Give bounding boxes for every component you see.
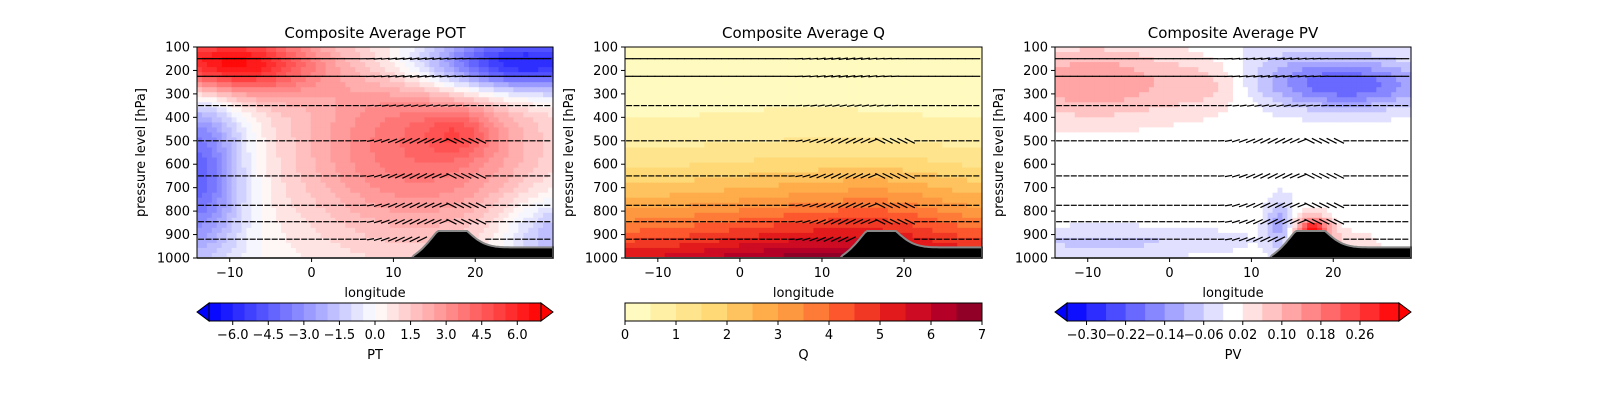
contour-field: [197, 47, 554, 259]
x-tick-label: 10: [385, 266, 402, 281]
panel-pv: 100 200 300 400 500 600 700 800 900 1000 −10 0 10 20 C…: [992, 24, 1412, 363]
x-tick-label: −10: [1074, 266, 1101, 281]
contour-field: [1055, 47, 1412, 259]
chart-title: Composite Average Q: [722, 24, 885, 42]
colorbar-extend-low: [1054, 302, 1068, 322]
x-tick-label: 0: [307, 266, 315, 281]
y-tick-label: 100: [593, 41, 618, 56]
colorbar-extend-high: [540, 302, 554, 322]
x-tick-label: 20: [467, 266, 484, 281]
y-tick-label: 800: [593, 205, 618, 220]
y-tick-label: 1000: [1015, 252, 1048, 267]
y-tick-label: 1000: [157, 252, 190, 267]
colorbar-tick-label: 3.0: [436, 328, 457, 343]
y-tick-label: 300: [1023, 87, 1048, 102]
colorbar-tick-label: 0.02: [1228, 328, 1257, 343]
wind-vectors: [197, 57, 552, 243]
colorbar-tick-label: 0.18: [1306, 328, 1335, 343]
wind-vectors: [625, 57, 981, 243]
colorbar-tick-label: 2: [723, 328, 731, 343]
colorbar-tick-label: 6.0: [507, 328, 528, 343]
y-tick-label: 900: [593, 228, 618, 243]
x-tick-label: −10: [216, 266, 243, 281]
colorbar-tick-label: 1.5: [400, 328, 421, 343]
x-tick-label: 20: [896, 266, 913, 281]
chart-title: Composite Average PV: [1148, 24, 1319, 42]
colorbar-tick-label: 5: [876, 328, 884, 343]
colorbar-tick-label: 4: [825, 328, 833, 343]
colorbar-tick-label: −4.5: [252, 328, 284, 343]
colorbar-tick-label: −1.5: [324, 328, 356, 343]
y-tick-label: 700: [593, 181, 618, 196]
x-tick-label: −10: [644, 266, 671, 281]
colorbar-tick-label: 0: [621, 328, 629, 343]
colorbar-tick-label: 0.26: [1345, 328, 1374, 343]
y-tick-label: 800: [165, 205, 190, 220]
chart-title: Composite Average POT: [284, 24, 466, 42]
y-tick-label: 200: [165, 64, 190, 79]
colorbar-tick-label: −0.22: [1106, 328, 1146, 343]
colorbar-tick-label: 1: [672, 328, 680, 343]
y-axis-label: pressure level [hPa]: [562, 88, 577, 217]
colorbar-tick-label: 0.0: [365, 328, 386, 343]
colorbar-extend-low: [196, 302, 210, 322]
colorbar-tick-label: −0.30: [1067, 328, 1107, 343]
colorbar-tick-label: −0.06: [1184, 328, 1224, 343]
colorbar-tick-label: 7: [978, 328, 986, 343]
plot-frame: [196, 46, 554, 259]
colorbar-tick-label: −6.0: [217, 328, 249, 343]
y-tick-label: 400: [1023, 111, 1048, 126]
y-tick-label: 800: [1023, 205, 1048, 220]
y-tick-label: 300: [593, 87, 618, 102]
colorbar-tick-label: −3.0: [288, 328, 320, 343]
colorbar-tick-label: −0.14: [1145, 328, 1185, 343]
colorbar-label: PT: [367, 348, 383, 363]
y-tick-label: 200: [1023, 64, 1048, 79]
y-tick-label: 700: [1023, 181, 1048, 196]
x-tick-label: 10: [1243, 266, 1260, 281]
colorbar-label: PV: [1225, 348, 1242, 363]
x-tick-label: 20: [1325, 266, 1342, 281]
y-tick-label: 100: [1023, 41, 1048, 56]
colorbar: 0 1 2 3 4 5 6 7 Q: [621, 302, 986, 363]
y-tick-label: 200: [593, 64, 618, 79]
colorbar-extend-high: [1398, 302, 1412, 322]
y-tick-label: 900: [165, 228, 190, 243]
y-axis-label: pressure level [hPa]: [134, 88, 149, 217]
plot-frame: [624, 46, 983, 259]
colorbar-tick-label: 3: [774, 328, 782, 343]
y-tick-label: 500: [1023, 134, 1048, 149]
x-axis-label: longitude: [773, 286, 834, 301]
y-tick-label: 700: [165, 181, 190, 196]
colorbar: −0.30 −0.22 −0.14 −0.06 0.02 0.10 0.18 0.26 PV: [1054, 302, 1412, 363]
x-axis-label: longitude: [344, 286, 405, 301]
colorbar-tick-label: 0.10: [1267, 328, 1296, 343]
y-tick-label: 400: [165, 111, 190, 126]
colorbar-tick-label: 4.5: [471, 328, 492, 343]
contour-field: [625, 47, 983, 259]
y-tick-label: 100: [165, 41, 190, 56]
colorbar-tick-label: 6: [927, 328, 935, 343]
y-tick-label: 400: [593, 111, 618, 126]
y-tick-label: 500: [165, 134, 190, 149]
y-tick-label: 500: [593, 134, 618, 149]
colorbar: −6.0 −4.5 −3.0 −1.5 0.0 1.5 3.0 4.5 6.0 PT: [196, 302, 554, 363]
wind-vectors: [1055, 57, 1410, 243]
y-tick-label: 600: [593, 158, 618, 173]
y-tick-label: 900: [1023, 228, 1048, 243]
y-tick-label: 600: [1023, 158, 1048, 173]
x-tick-label: 10: [814, 266, 831, 281]
plot-frame: [1054, 46, 1412, 259]
colorbar-label: Q: [798, 348, 808, 363]
x-tick-label: 0: [736, 266, 744, 281]
panel-pot: 100 200 300 400 500 600 700 800 900 1000 −10 0 10 20 C…: [134, 24, 554, 363]
y-tick-label: 1000: [585, 252, 618, 267]
x-axis-label: longitude: [1202, 286, 1263, 301]
x-tick-label: 0: [1165, 266, 1173, 281]
y-axis-label: pressure level [hPa]: [992, 88, 1007, 217]
y-tick-label: 600: [165, 158, 190, 173]
y-tick-label: 300: [165, 87, 190, 102]
